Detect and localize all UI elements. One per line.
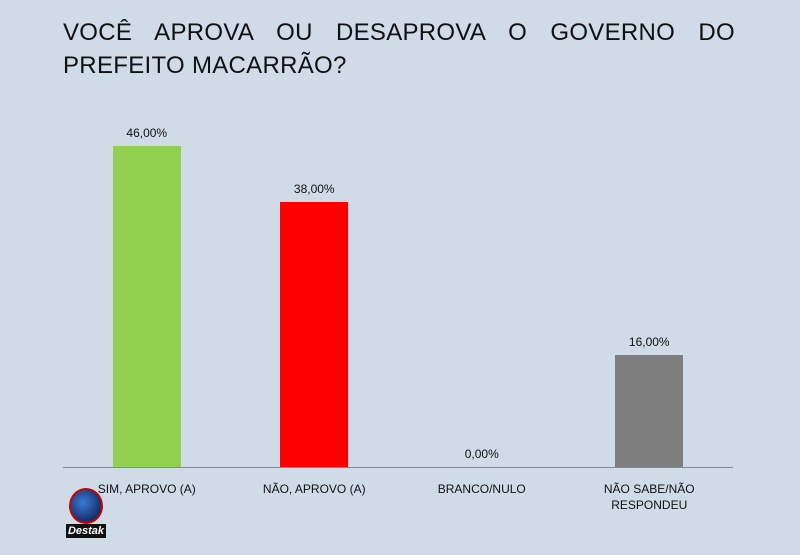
bar bbox=[615, 355, 684, 467]
baseline bbox=[63, 467, 733, 468]
data-label: 0,00% bbox=[464, 447, 499, 461]
logo-text: Destak bbox=[66, 524, 106, 538]
x-tick-label: NÃO, APROVO (A) bbox=[262, 482, 366, 496]
data-label: 38,00% bbox=[293, 181, 335, 196]
chart-title: VOCÊ APROVA OU DESAPROVA O GOVERNO DO PR… bbox=[63, 19, 735, 79]
x-tick-label: SIM, APROVO (A) bbox=[97, 482, 196, 496]
x-tick-label: NÃO SABE/NÃO RESPONDEU bbox=[603, 482, 695, 512]
bar bbox=[280, 201, 349, 467]
bar bbox=[112, 146, 181, 467]
logo-icon bbox=[69, 488, 103, 524]
data-label: 46,00% bbox=[126, 126, 168, 140]
logo: Destak bbox=[66, 488, 106, 540]
data-label: 16,00% bbox=[628, 335, 670, 350]
x-tick-label: BRANCO/NULO bbox=[437, 482, 526, 496]
